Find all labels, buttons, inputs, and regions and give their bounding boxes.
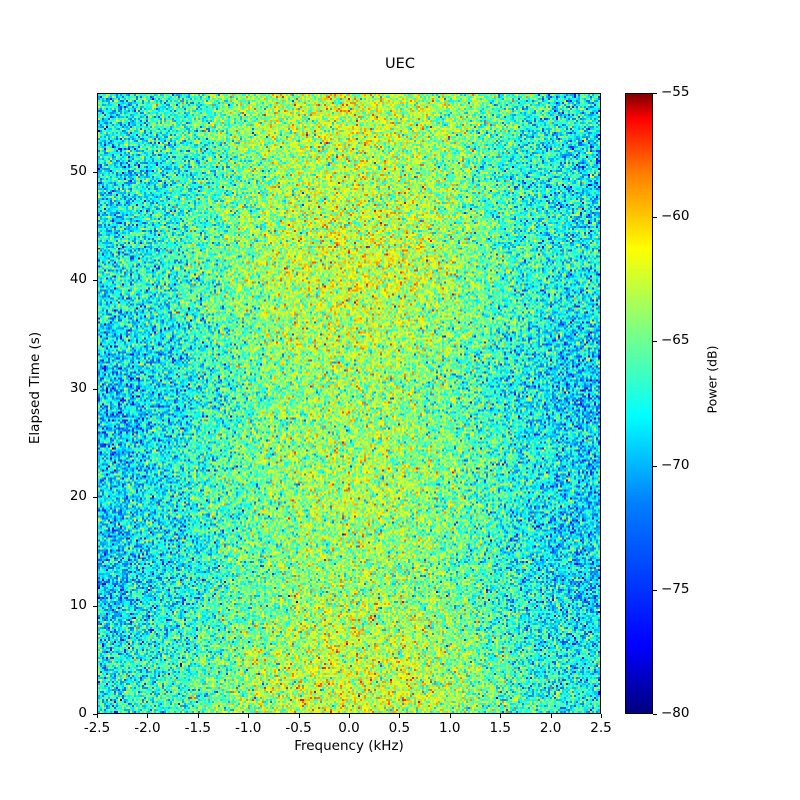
x-tick-mark: [399, 714, 400, 718]
x-tick-mark: [500, 714, 501, 718]
spectrogram-plot-area: [97, 93, 601, 714]
x-tick-label: -0.5: [285, 720, 312, 736]
x-tick-mark: [349, 714, 350, 718]
y-tick-label: 20: [69, 488, 87, 505]
x-tick-label: 2.5: [590, 720, 612, 736]
y-tick-label: 30: [69, 379, 87, 396]
y-tick-mark: [93, 389, 97, 390]
x-tick-label: -1.5: [184, 720, 211, 736]
colorbar-tick-label: −65: [661, 332, 690, 349]
colorbar-tick-mark: [653, 714, 657, 715]
spectrogram-image: [98, 94, 600, 713]
x-tick-label: -2.5: [83, 720, 111, 736]
x-tick-mark: [601, 714, 602, 718]
y-tick-label: 0: [78, 705, 87, 721]
x-tick-mark: [198, 714, 199, 718]
y-axis-label: Elapsed Time (s): [27, 331, 43, 445]
y-tick-mark: [93, 280, 97, 281]
colorbar-tick-mark: [653, 93, 657, 94]
x-tick-label: 0.5: [388, 720, 411, 736]
x-tick-mark: [450, 714, 451, 718]
x-tick-mark: [299, 714, 300, 718]
colorbar-tick-label: −75: [661, 580, 690, 597]
y-tick-label: 40: [69, 271, 87, 288]
x-tick-label: 2.0: [539, 720, 562, 736]
colorbar-tick-label: −70: [661, 456, 690, 473]
y-tick-mark: [93, 497, 97, 498]
y-tick-mark: [93, 172, 97, 173]
colorbar-tick-mark: [653, 590, 657, 591]
y-tick-label: 50: [69, 163, 87, 180]
colorbar-label: Power (dB): [704, 345, 720, 414]
x-tick-mark: [248, 714, 249, 718]
title-station: UEC: [385, 56, 415, 72]
x-tick-label: -2.0: [134, 720, 161, 736]
x-axis-label: Frequency (kHz): [294, 738, 404, 754]
colorbar-gradient: [625, 93, 653, 714]
y-tick-mark: [93, 714, 97, 715]
colorbar-tick-mark: [653, 341, 657, 342]
y-tick-mark: [93, 606, 97, 607]
x-tick-label: -1.0: [235, 720, 262, 736]
colorbar-tick-mark: [653, 466, 657, 467]
y-tick-label: 10: [69, 596, 87, 613]
colorbar-tick-mark: [653, 217, 657, 218]
colorbar-tick-label: −60: [661, 208, 690, 225]
x-tick-label: 1.5: [489, 720, 511, 736]
colorbar-tick-label: −55: [661, 84, 690, 100]
x-tick-mark: [147, 714, 148, 718]
x-tick-label: 1.0: [439, 720, 461, 736]
x-tick-mark: [551, 714, 552, 718]
colorbar-tick-label: −80: [661, 705, 690, 721]
x-tick-mark: [97, 714, 98, 718]
x-tick-label: 0.0: [338, 720, 360, 736]
